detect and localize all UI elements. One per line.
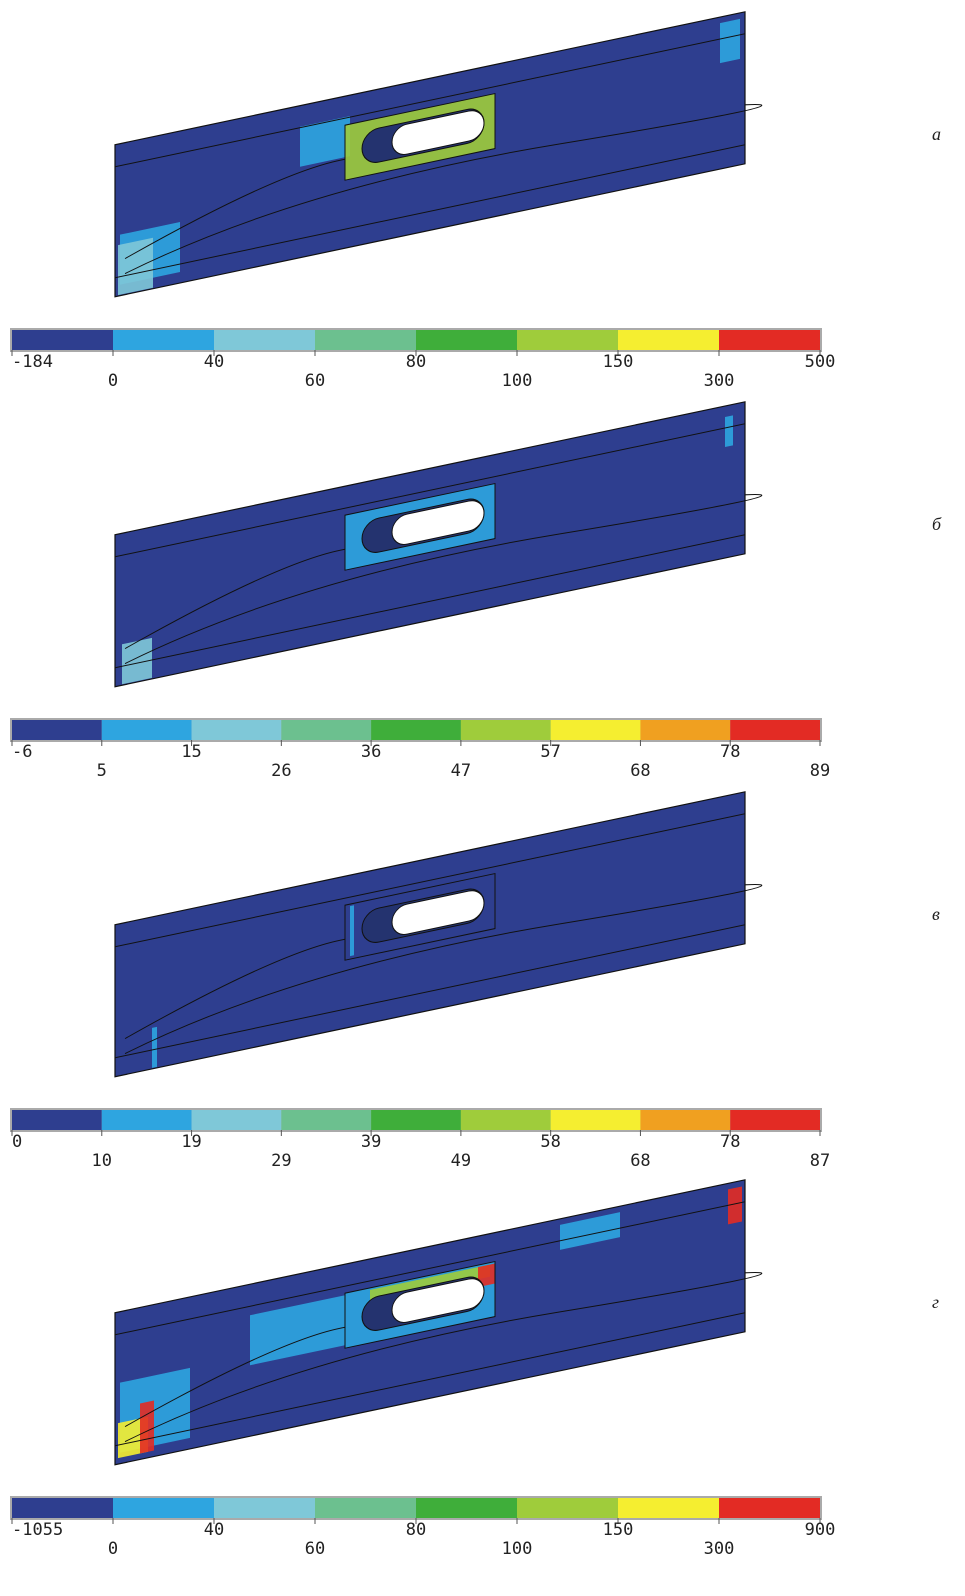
legend-label: 60 — [305, 1539, 325, 1559]
legend-label: 0 — [12, 1132, 22, 1152]
beam-model — [115, 788, 762, 1076]
legend-label: -184 — [12, 352, 53, 372]
legend-swatch — [461, 1110, 551, 1130]
legend-label: 29 — [271, 1151, 291, 1171]
legend-swatch — [416, 1498, 517, 1518]
legend-label: 49 — [451, 1151, 471, 1171]
legend-swatch — [618, 330, 719, 350]
legend-label: 78 — [720, 742, 740, 762]
panel-label: в — [932, 904, 940, 924]
legend-swatch — [730, 1110, 820, 1130]
panel: г -1055 0 40 60 80 100 150 300 900 — [10, 1176, 939, 1559]
legend-label: 300 — [704, 1539, 735, 1559]
panel-label: а — [932, 124, 941, 144]
stress-patch — [720, 19, 740, 63]
legend-swatch — [618, 1498, 719, 1518]
legend-swatch — [640, 720, 730, 740]
legend-swatch — [192, 1110, 282, 1130]
legend-label: 39 — [361, 1132, 381, 1152]
legend-label: 68 — [630, 761, 650, 781]
legend-swatch — [102, 1110, 192, 1130]
legend-swatch — [640, 1110, 730, 1130]
legend-label: 89 — [810, 761, 830, 781]
legend-label: 26 — [271, 761, 291, 781]
legend-label: 19 — [181, 1132, 201, 1152]
legend-swatch — [281, 1110, 371, 1130]
legend-label: 60 — [305, 371, 325, 391]
legend-swatch — [315, 330, 416, 350]
panel: в 0 10 19 29 39 49 58 68 78 87 — [10, 788, 940, 1171]
panel: б -6 5 15 26 36 47 57 68 78 89 — [10, 398, 942, 781]
legend-swatch — [315, 1498, 416, 1518]
legend-swatch — [102, 720, 192, 740]
legend-label: 5 — [97, 761, 107, 781]
legend-swatch — [281, 720, 371, 740]
legend-label: 150 — [603, 352, 634, 372]
legend-label: 100 — [502, 371, 533, 391]
legend-label: 300 — [704, 371, 735, 391]
beam-model — [115, 398, 762, 686]
legend-label: 47 — [451, 761, 471, 781]
beam-body — [115, 792, 745, 1077]
figure: а-1840406080100150300500б-65152636475768… — [0, 0, 965, 1596]
legend-swatch — [12, 330, 113, 350]
legend-label: 80 — [406, 352, 426, 372]
legend-label: 0 — [108, 1539, 118, 1559]
legend-label: 900 — [805, 1520, 836, 1540]
legend-swatch — [416, 330, 517, 350]
stress-patch — [152, 1027, 157, 1068]
legend-label: 100 — [502, 1539, 533, 1559]
legend-swatch — [371, 1110, 461, 1130]
legend-swatch — [719, 1498, 820, 1518]
legend-label: 36 — [361, 742, 381, 762]
legend-label: 58 — [540, 1132, 560, 1152]
panel-label: б — [932, 514, 942, 534]
legend-label: 10 — [92, 1151, 112, 1171]
legend-swatch — [12, 1498, 113, 1518]
panel: а -184 0 40 60 80 100 150 300 500 — [10, 8, 941, 391]
legend-swatch — [12, 720, 102, 740]
legend-label: 78 — [720, 1132, 740, 1152]
legend-swatch — [192, 720, 282, 740]
legend-label: 57 — [540, 742, 560, 762]
legend-label: 0 — [108, 371, 118, 391]
legend-swatch — [551, 1110, 641, 1130]
legend-swatch — [719, 330, 820, 350]
stress-patch — [140, 1401, 154, 1454]
legend-label: 500 — [805, 352, 836, 372]
legend-label: 87 — [810, 1151, 830, 1171]
legend-swatch — [214, 1498, 315, 1518]
legend-swatch — [371, 720, 461, 740]
legend-label: 80 — [406, 1520, 426, 1540]
legend-label: 150 — [603, 1520, 634, 1540]
legend-label: 40 — [204, 352, 224, 372]
legend-swatch — [517, 1498, 618, 1518]
legend-label: 15 — [181, 742, 201, 762]
legend-swatch — [461, 720, 551, 740]
legend-swatch — [12, 1110, 102, 1130]
legend-swatch — [113, 1498, 214, 1518]
stress-patch — [350, 905, 354, 956]
legend-swatch — [730, 720, 820, 740]
legend-swatch — [551, 720, 641, 740]
legend-label: -1055 — [12, 1520, 63, 1540]
legend-swatch — [517, 330, 618, 350]
beam-model — [115, 8, 762, 296]
legend-swatch — [113, 330, 214, 350]
legend-swatch — [214, 330, 315, 350]
legend-label: 40 — [204, 1520, 224, 1540]
panel-label: г — [932, 1292, 939, 1312]
legend-label: -6 — [12, 742, 32, 762]
beam-model — [115, 1176, 762, 1464]
stress-patch — [725, 415, 733, 447]
legend-label: 68 — [630, 1151, 650, 1171]
